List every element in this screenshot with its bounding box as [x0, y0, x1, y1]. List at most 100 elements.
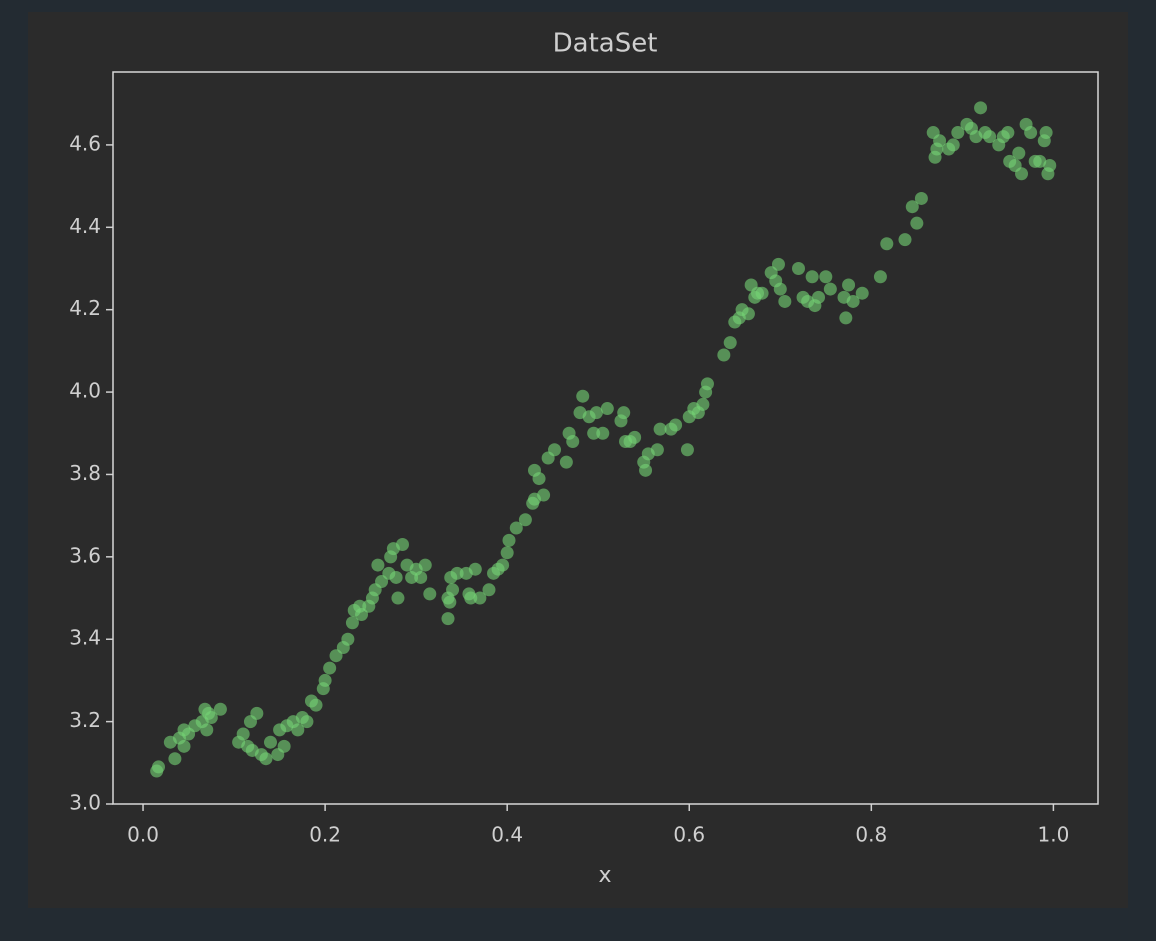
- x-tick-label: 0.4: [491, 823, 523, 847]
- y-tick-label: 4.4: [69, 214, 101, 238]
- point: [532, 472, 546, 486]
- point: [418, 558, 432, 572]
- point: [587, 426, 601, 440]
- point: [880, 237, 894, 251]
- point: [805, 270, 819, 284]
- point: [1012, 146, 1026, 160]
- point: [204, 710, 218, 724]
- point: [200, 723, 214, 737]
- y-tick-label: 4.6: [69, 131, 101, 155]
- chart-title: DataSet: [553, 29, 658, 59]
- point: [371, 558, 385, 572]
- point: [473, 591, 487, 605]
- point: [617, 406, 631, 420]
- point: [1043, 159, 1057, 173]
- y-tick-label: 4.0: [69, 379, 101, 403]
- x-axis-label: x: [598, 863, 611, 888]
- point: [741, 307, 755, 321]
- point: [341, 632, 355, 646]
- point: [946, 138, 960, 152]
- y-tick-label: 3.4: [69, 626, 101, 650]
- point: [696, 397, 710, 411]
- point: [589, 406, 603, 420]
- point: [152, 760, 166, 774]
- point: [628, 430, 642, 444]
- point: [778, 294, 792, 308]
- point: [250, 706, 264, 720]
- point: [596, 426, 610, 440]
- point: [823, 282, 837, 296]
- point: [443, 595, 457, 609]
- point: [669, 418, 683, 432]
- point: [1015, 167, 1029, 181]
- point: [168, 752, 182, 766]
- point: [905, 200, 919, 214]
- point: [846, 294, 860, 308]
- point: [771, 257, 785, 271]
- point: [450, 566, 464, 580]
- point: [300, 715, 314, 729]
- point: [576, 389, 590, 403]
- point: [548, 443, 562, 457]
- point: [518, 513, 532, 527]
- point: [309, 698, 323, 712]
- point: [842, 278, 856, 292]
- point: [446, 583, 460, 597]
- point: [650, 443, 664, 457]
- point: [502, 533, 516, 547]
- point: [423, 587, 437, 601]
- point: [910, 216, 924, 230]
- point: [1024, 126, 1038, 140]
- point: [468, 562, 482, 576]
- point: [951, 126, 965, 140]
- point: [819, 270, 833, 284]
- point: [600, 402, 614, 416]
- point: [933, 134, 947, 148]
- y-tick-label: 4.2: [69, 296, 101, 320]
- x-tick-label: 0.0: [127, 823, 159, 847]
- point: [323, 661, 337, 675]
- point: [213, 702, 227, 716]
- x-tick-label: 0.8: [855, 823, 887, 847]
- y-tick-label: 3.2: [69, 708, 101, 732]
- point: [773, 282, 787, 296]
- point: [277, 739, 291, 753]
- point: [318, 673, 332, 687]
- point: [259, 752, 273, 766]
- x-tick-label: 1.0: [1037, 823, 1069, 847]
- point: [873, 270, 887, 284]
- point: [898, 233, 912, 247]
- point: [345, 616, 359, 630]
- point: [1033, 154, 1047, 168]
- point: [500, 546, 514, 560]
- y-tick-label: 3.6: [69, 543, 101, 567]
- point: [680, 443, 694, 457]
- point: [839, 311, 853, 325]
- y-tick-label: 3.0: [69, 791, 101, 815]
- point: [1001, 126, 1015, 140]
- point: [639, 463, 653, 477]
- point: [395, 537, 409, 551]
- point: [236, 727, 250, 741]
- point: [566, 435, 580, 449]
- point: [496, 558, 510, 572]
- figure-background: [28, 12, 1128, 908]
- point: [509, 521, 523, 535]
- axes-frame: [112, 71, 1099, 805]
- point: [389, 570, 403, 584]
- point: [263, 735, 277, 749]
- point: [983, 130, 997, 144]
- point: [464, 591, 478, 605]
- point: [441, 612, 455, 626]
- point: [914, 191, 928, 205]
- x-tick-label: 0.2: [309, 823, 341, 847]
- point: [812, 290, 826, 304]
- point: [755, 286, 769, 300]
- point: [559, 455, 573, 469]
- y-tick-label: 3.8: [69, 461, 101, 485]
- x-tick-label: 0.6: [673, 823, 705, 847]
- point: [855, 286, 869, 300]
- point: [791, 261, 805, 275]
